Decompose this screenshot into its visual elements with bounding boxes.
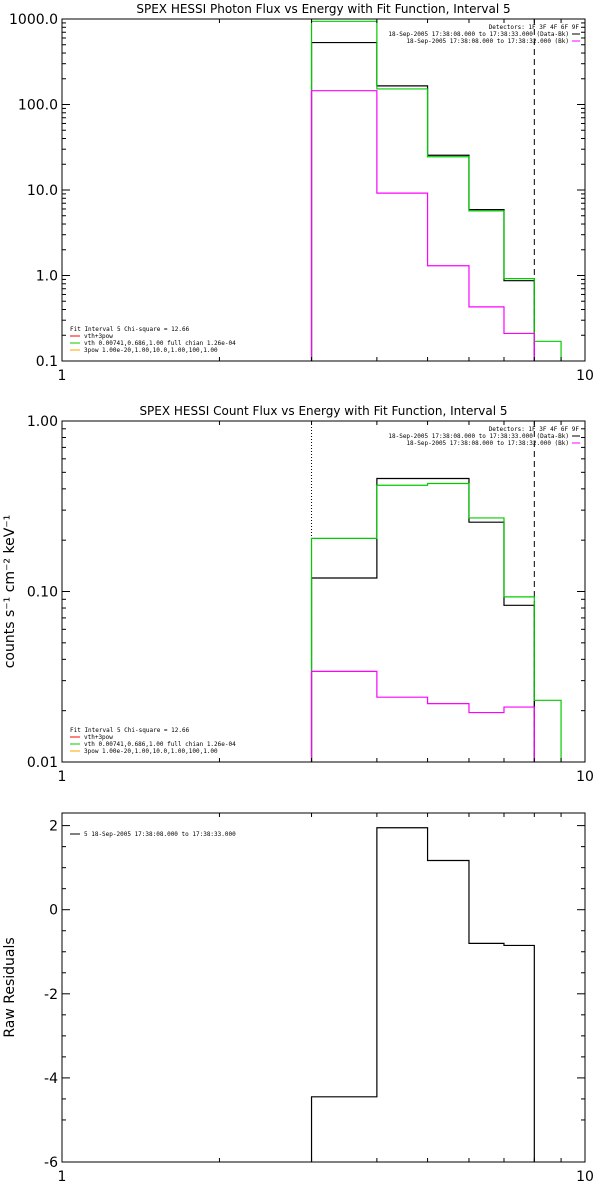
y-tick-label: 1.00 <box>27 414 58 430</box>
y-tick-label: -6 <box>44 1155 58 1171</box>
series-group <box>310 477 562 762</box>
legend-right-entry: 18-Sep-2005 17:38:08.000 to 17:38:33.000… <box>388 433 569 440</box>
y-tick-label: -2 <box>44 987 58 1003</box>
legend-left-entry: 3pow 1.00e-20,1.00,10.0,1.00,100,1.00 <box>84 347 218 354</box>
series-3-line <box>310 90 562 361</box>
legend-left-entry: vth 0.00741,0.686,1.00 full chian 1.26e-… <box>84 340 236 347</box>
legend-right-entry: Detectors: 1F 3F 4F 6F 9F <box>489 426 580 433</box>
legend-left-entry: Fit Interval 5 Chi-square = 12.66 <box>70 326 190 333</box>
y-tick-label: -4 <box>44 1071 58 1087</box>
x-tick-label: 1 <box>58 769 67 785</box>
x-tick-label: 1 <box>58 1169 67 1185</box>
x-tick-label: 10 <box>576 1169 594 1185</box>
panel-3: Raw Residuals -6 -4 -2 0 2 1 10 5 18-Sep-2005 17… <box>2 812 594 1185</box>
y-tick-label: 2 <box>49 819 58 835</box>
series-1-line <box>310 477 535 762</box>
y-tick-label: 1.0 <box>36 269 58 285</box>
panel-title: SPEX HESSI Photon Flux vs Energy with Fi… <box>136 2 510 16</box>
y-axis-label: counts s⁻¹ cm⁻² keV⁻¹ <box>2 515 18 669</box>
plot-frame <box>61 420 586 763</box>
y-tick-label: 0 <box>49 903 58 919</box>
panel-title: SPEX HESSI Count Flux vs Energy with Fit… <box>139 404 507 418</box>
panel-2: SPEX HESSI Count Flux vs Energy with Fit… <box>2 404 594 785</box>
legend-right-entry: 18-Sep-2005 17:38:08.000 to 17:38:32.000… <box>406 440 569 447</box>
y-axis-label: Raw Residuals <box>2 937 18 1037</box>
legend-right-entry: 18-Sep-2005 17:38:08.000 to 17:38:32.000… <box>406 38 569 45</box>
y-tick-label: 0.10 <box>27 585 58 601</box>
plot-frame <box>61 18 586 362</box>
legend-right-entry: 18-Sep-2005 17:38:08.000 to 17:38:33.000… <box>388 31 569 38</box>
legend-left-entry: vth 0.00741,0.686,1.00 full chian 1.26e-… <box>84 741 236 748</box>
plot-frame <box>61 812 586 1163</box>
legend-left-entry: vth+3pow <box>84 333 113 340</box>
x-tick-label: 10 <box>576 769 594 785</box>
y-tick-label: 0.01 <box>27 755 58 771</box>
series-2-line <box>310 20 562 361</box>
x-tick-label: 1 <box>58 368 67 384</box>
series-1-line <box>310 827 535 1162</box>
series-group <box>310 827 535 1162</box>
series-3-line <box>310 670 562 762</box>
y-tick-label: 10.0 <box>27 183 58 199</box>
y-tick-label: 100.0 <box>18 98 58 114</box>
x-tick-label: 10 <box>576 368 594 384</box>
series-1-line <box>310 41 535 361</box>
legend-left-entry: vth+3pow <box>84 734 113 741</box>
legend-left-entry: Fit Interval 5 Chi-square = 12.66 <box>70 727 190 734</box>
y-tick-label: 0.1 <box>36 354 58 370</box>
panel-1: SPEX HESSI Photon Flux vs Energy with Fi… <box>9 2 594 384</box>
series-2-line <box>310 482 562 762</box>
series-group <box>310 20 562 361</box>
y-tick-label: 1000.0 <box>9 12 58 28</box>
legend-left-entry: 5 18-Sep-2005 17:38:08.000 to 17:38:33.0… <box>84 831 236 838</box>
legend-right-entry: Detectors: 1F 3F 4F 6F 9F <box>489 24 580 31</box>
legend-left-entry: 3pow 1.00e-20,1.00,10.0,1.00,100,1.00 <box>84 748 218 755</box>
